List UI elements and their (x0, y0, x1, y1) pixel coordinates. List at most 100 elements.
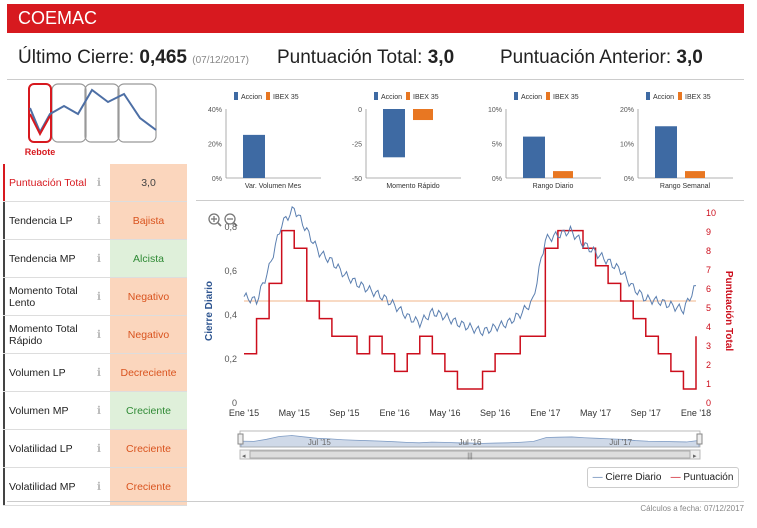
legend-swatch-accion (374, 92, 378, 100)
y2-tick: 4 (706, 322, 711, 332)
legend-accion: Accion (241, 94, 262, 101)
app-header: COEMAC (7, 4, 744, 33)
indicator-value: Negativo (110, 316, 187, 353)
info-icon[interactable]: ℹ (96, 443, 102, 455)
previous-score-label: Puntuación Anterior: (500, 47, 672, 68)
indicator-value: Alcista (110, 240, 187, 277)
legend-price-label: Cierre Diario (605, 472, 662, 483)
legend-accion: Accion (521, 94, 542, 101)
info-icon[interactable]: ℹ (96, 177, 102, 189)
bottom-divider (7, 501, 744, 502)
indicator-row: Volatilidad MP ℹ Creciente (3, 468, 187, 506)
info-icon[interactable]: ℹ (96, 329, 102, 341)
indicator-label: Puntuación Total (3, 164, 88, 201)
mini-chart-title: Rango Diario (533, 183, 574, 190)
zoom-in-icon[interactable] (208, 213, 222, 227)
indicator-table: Puntuación Total ℹ 3,0 Tendencia LP ℹ Baj… (3, 164, 187, 506)
legend-ibex: IBEX 35 (413, 94, 439, 101)
indicator-value: Creciente (110, 392, 187, 429)
indicator-label: Momento Total Rápido (3, 316, 88, 353)
navigator-handle-right[interactable] (696, 433, 703, 445)
indicator-row: Momento Total Rápido ℹ Negativo (3, 316, 187, 354)
y2-tick: 2 (706, 360, 711, 370)
last-close-date: (07/12/2017) (192, 55, 249, 66)
scroll-right-icon[interactable]: ▸ (693, 453, 697, 460)
x-tick: May '16 (429, 408, 460, 418)
legend-swatch-accion (234, 92, 238, 100)
scroll-left-icon[interactable]: ◂ (242, 453, 246, 460)
info-icon[interactable]: ℹ (96, 367, 102, 379)
calc-date: Cálculos a fecha: 07/12/2017 (640, 504, 744, 513)
x-tick: May '15 (279, 408, 310, 418)
info-icon[interactable]: ℹ (96, 253, 102, 265)
y2-tick: 0 (706, 398, 711, 408)
last-close-label: Último Cierre: (18, 47, 135, 68)
rebote-label: Rebote (25, 147, 56, 157)
score-line (244, 229, 697, 390)
indicator-value: Bajista (110, 202, 187, 239)
legend-accion: Accion (653, 94, 674, 101)
y-tick: 0 (358, 107, 362, 114)
y2-tick: 9 (706, 227, 711, 237)
indicator-row: Volumen MP ℹ Creciente (3, 392, 187, 430)
last-close: Último Cierre: 0,465 (07/12/2017) (18, 40, 249, 79)
navigator-tick: Jul '17 (609, 438, 632, 447)
y2-tick: 6 (706, 284, 711, 294)
legend-swatch-ibex (266, 92, 270, 100)
navigator-handle-left[interactable] (237, 433, 244, 445)
legend-score[interactable]: — Puntuación (670, 472, 734, 483)
legend-ibex: IBEX 35 (553, 94, 579, 101)
y-tick: 0,2 (224, 354, 237, 364)
info-icon[interactable]: ℹ (96, 481, 102, 493)
x-tick: Ene '18 (681, 408, 711, 418)
x-tick: Sep '17 (631, 408, 661, 418)
bar-ibex (553, 171, 573, 178)
info-icon[interactable]: ℹ (96, 215, 102, 227)
indicator-value: Creciente (110, 468, 187, 505)
mini-chart: Accion IBEX 35 20% 10% 0% Rango Semanal (620, 92, 733, 190)
x-tick: Sep '15 (329, 408, 359, 418)
y2-tick: 10 (706, 208, 716, 218)
legend-swatch-accion (646, 92, 650, 100)
indicator-value: Negativo (110, 278, 187, 315)
scrollbar-thumb[interactable] (249, 450, 691, 459)
indicator-row: Tendencia LP ℹ Bajista (3, 202, 187, 240)
zoom-out-icon[interactable] (224, 213, 238, 227)
x-tick: Sep '16 (480, 408, 510, 418)
previous-score: Puntuación Anterior: 3,0 (500, 40, 703, 76)
mini-chart: Accion IBEX 35 40% 20% 0% Var. Volumen Mes (208, 92, 321, 190)
bar-ibex (413, 109, 433, 121)
chart-legend: — Cierre Diario — Puntuación (587, 467, 739, 488)
y-tick: 5% (492, 142, 502, 149)
summary-stats: Último Cierre: 0,465 (07/12/2017) Puntua… (7, 40, 744, 80)
navigator-tick: Jul '16 (459, 438, 482, 447)
last-close-value: 0,465 (139, 47, 187, 68)
x-tick: May '17 (580, 408, 611, 418)
bar-ibex (685, 171, 705, 178)
y-tick: 0,6 (224, 266, 237, 276)
y-axis-label: Cierre Diario (204, 281, 215, 341)
y-tick: 10% (488, 107, 502, 114)
indicator-label: Momento Total Lento (3, 278, 88, 315)
y-tick: -25 (352, 142, 362, 149)
info-icon[interactable]: ℹ (96, 405, 102, 417)
info-icon[interactable]: ℹ (96, 291, 102, 303)
rebote-logo: Rebote (25, 83, 157, 157)
indicator-label: Volumen MP (3, 392, 88, 429)
mini-chart: Accion IBEX 35 0 -25 -50 Momento Rápido (352, 92, 461, 190)
legend-price[interactable]: — Cierre Diario (592, 472, 662, 483)
bar-accion (383, 109, 405, 158)
y2-tick: 5 (706, 303, 711, 313)
y2-tick: 8 (706, 246, 711, 256)
indicator-label: Volatilidad MP (3, 468, 88, 505)
y-tick: 0 (232, 398, 237, 408)
y2-tick: 3 (706, 341, 711, 351)
legend-ibex: IBEX 35 (685, 94, 711, 101)
indicator-row: Puntuación Total ℹ 3,0 (3, 164, 187, 202)
y-tick: 40% (208, 107, 222, 114)
x-tick: Ene '17 (530, 408, 560, 418)
indicator-value: 3,0 (110, 164, 187, 201)
legend-score-label: Puntuación (683, 472, 734, 483)
mini-chart: Accion IBEX 35 10% 5% 0% Rango Diario (488, 92, 601, 190)
navigator-tick: Jul '15 (308, 438, 331, 447)
